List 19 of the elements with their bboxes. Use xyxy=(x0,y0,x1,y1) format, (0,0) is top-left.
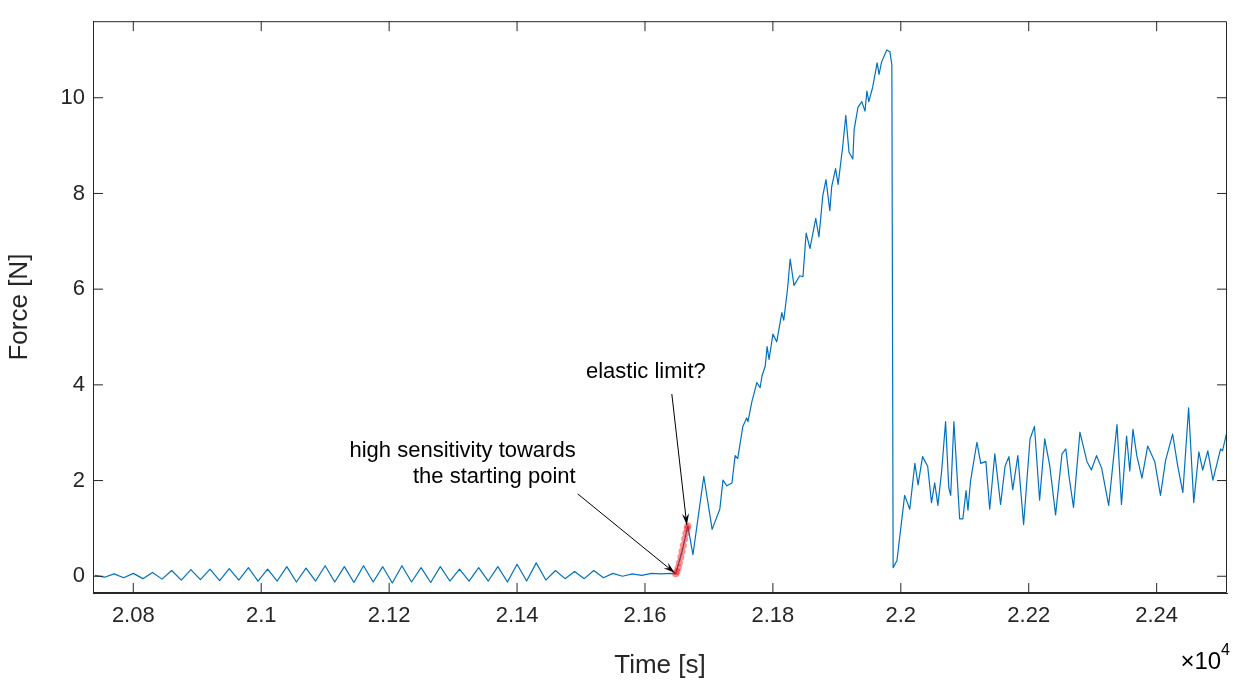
y-axis-title: Force [N] xyxy=(2,253,33,361)
x-tick-label: 2.12 xyxy=(367,602,411,628)
y-tick-label: 10 xyxy=(60,83,85,109)
x-tick-label: 2.18 xyxy=(751,602,795,628)
y-tick-label: 2 xyxy=(72,466,85,492)
y-tick-label: 6 xyxy=(72,275,85,301)
x-tick-label: 2.1 xyxy=(245,602,277,628)
x-tick-label: 2.24 xyxy=(1135,602,1179,628)
y-tick-label: 0 xyxy=(72,562,85,588)
x-axis-title: Time [s] xyxy=(614,648,706,679)
y-tick-label: 8 xyxy=(72,179,85,205)
y-tick-label: 4 xyxy=(72,370,85,396)
x-tick-label: 2.14 xyxy=(495,602,539,628)
x-tick-label: 2.2 xyxy=(885,602,917,628)
annotation: high sensitivity towards the starting point xyxy=(349,436,576,488)
annotation: elastic limit? xyxy=(585,358,706,384)
x-tick-label: 2.08 xyxy=(111,602,155,628)
x-tick-label: 2.22 xyxy=(1007,602,1051,628)
x-tick-label: 2.16 xyxy=(623,602,667,628)
